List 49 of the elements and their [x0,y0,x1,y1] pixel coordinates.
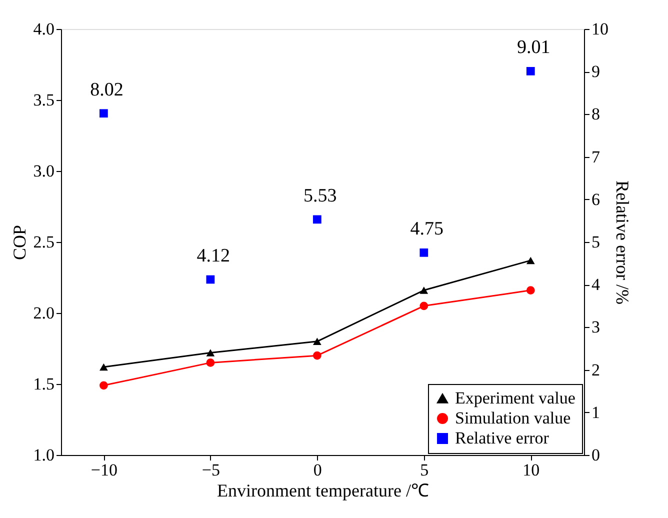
point [526,66,535,76]
point [526,256,535,264]
point [526,286,535,294]
x-tick-label: 5 [420,460,429,480]
point [312,338,322,346]
x-tick-label: −5 [202,460,220,480]
point [100,381,108,390]
y-tick-label: 2.5 [33,232,54,252]
data-label: 9.01 [517,37,550,58]
point [312,351,322,360]
data-label: 5.53 [304,185,337,206]
y2-tick-label: 1 [592,402,600,422]
y2-tick-label: 2 [592,360,600,380]
y2-tick-label: 10 [592,20,608,38]
y2-tick-label: 5 [592,232,600,252]
x-tick-label: 0 [313,460,322,480]
point [420,286,428,294]
y-tick-label: 1.0 [33,446,54,464]
point [206,275,215,284]
y2-tick-label: 8 [592,104,600,124]
point [100,109,108,118]
point [206,358,215,367]
data-label: 8.02 [90,79,124,100]
y2-tick-label: 3 [592,318,600,337]
legend-label: Relative error [455,428,550,448]
y-axis-title: COP [9,224,30,260]
legend-label: Simulation value [455,408,571,428]
x-tick-label: −10 [90,460,118,480]
x-axis-title: Environment temperature /℃ [217,480,429,500]
y2-tick-label: 0 [592,446,600,464]
y2-tick-label: 4 [592,275,600,294]
x-tick-label: 10 [522,460,540,480]
point [312,215,322,224]
y-tick-label: 2.0 [33,304,54,322]
y-tick-label: 4.0 [33,20,54,38]
y-tick-label: 1.5 [33,374,54,394]
point [100,363,108,371]
point [206,349,215,356]
legend-label: Experiment value [455,388,576,408]
y2-axis-title: Relative error /% [612,180,632,304]
y2-tick-label: 7 [592,147,600,166]
data-label: 4.75 [410,218,444,240]
y2-tick-label: 9 [592,62,600,82]
point [420,302,428,310]
y-tick-label: 3.5 [33,90,54,110]
y-tick-label: 3.0 [33,162,54,180]
y2-tick-label: 6 [592,190,600,209]
point [420,248,428,257]
data-label: 4.12 [196,245,230,266]
